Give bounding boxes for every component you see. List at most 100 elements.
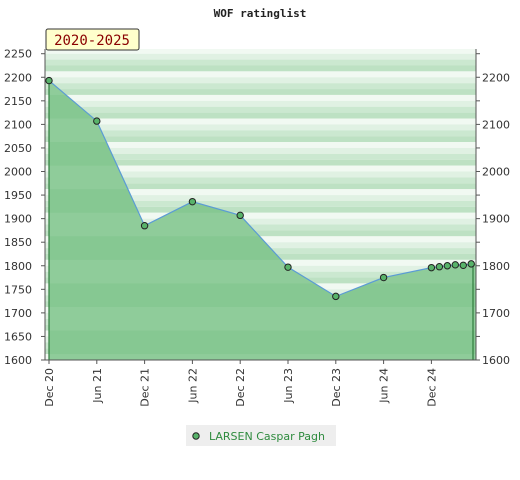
series-points [45, 76, 475, 301]
x-tick-label: Dec 24 [425, 368, 438, 407]
area-stripe [49, 289, 476, 296]
area-stripe [49, 253, 476, 260]
x-tick-label: Dec 20 [43, 368, 56, 407]
background-band [45, 89, 476, 95]
data-point[interactable] [45, 76, 53, 85]
y-right-tick-label: 2200 [482, 71, 510, 84]
area-stripe [49, 348, 476, 355]
y-left-tick-label: 1800 [4, 260, 32, 273]
data-point[interactable] [284, 263, 292, 271]
background-band [45, 112, 476, 119]
background-band [45, 94, 476, 101]
area-stripe [49, 248, 476, 254]
data-point[interactable] [236, 211, 244, 220]
legend[interactable]: LARSEN Caspar Pagh [186, 425, 336, 446]
data-point[interactable] [188, 197, 197, 206]
background-band [45, 147, 476, 154]
y-left-tick-label: 1750 [4, 283, 32, 296]
legend-marker [192, 432, 200, 440]
y-right-tick-label: 1600 [482, 354, 510, 367]
background-band [45, 65, 476, 72]
data-point[interactable] [459, 261, 467, 269]
x-tick-label: Dec 23 [330, 368, 343, 407]
x-tick-label: Dec 22 [234, 368, 247, 407]
background-band [45, 130, 476, 137]
x-tick-label: Jun 24 [378, 368, 391, 404]
data-point[interactable] [379, 273, 388, 282]
background-band [45, 224, 476, 231]
area-stripe [49, 336, 476, 343]
data-point[interactable] [332, 292, 340, 301]
data-point[interactable] [435, 263, 444, 271]
period-badge-label: 2020-2025 [54, 33, 130, 49]
background-band [45, 212, 476, 219]
background-band [45, 230, 476, 237]
data-point[interactable] [140, 222, 149, 230]
background-band [45, 177, 476, 184]
y-left-tick-label: 2100 [4, 118, 32, 131]
y-right-tick-label: 2000 [482, 166, 510, 179]
period-badge: 2020-2025 [45, 28, 140, 51]
y-right-tick-label: 1800 [482, 260, 510, 273]
background-band [45, 189, 476, 196]
background-band [45, 83, 476, 90]
data-point[interactable] [467, 260, 475, 268]
y-left-tick-label: 2250 [4, 48, 32, 61]
area-stripe [49, 295, 476, 302]
background-band [45, 195, 476, 201]
y-left-tick-label: 1850 [4, 236, 32, 249]
period-badge-box [45, 28, 140, 51]
y-left-tick-label: 1700 [4, 307, 32, 320]
y-right-tick-label: 2100 [482, 118, 510, 131]
y-left-tick-label: 1650 [4, 330, 32, 343]
background-band [45, 106, 476, 113]
y-axis-left: 1600 1650 1700 1750 1800 1850 1900 1950 2000 2050… [4, 48, 45, 367]
y-left-tick-label: 1600 [4, 354, 32, 367]
data-point[interactable] [427, 263, 436, 272]
y-right-tick-label: 1900 [482, 213, 510, 226]
background-band [45, 100, 476, 107]
background-band [45, 171, 476, 178]
area-stripe [49, 283, 476, 290]
area-stripe [49, 301, 476, 307]
background-band [45, 200, 476, 207]
y-right-tick-label: 1700 [482, 307, 510, 320]
background-band [45, 153, 476, 160]
area-stripe [49, 342, 476, 349]
chart-title: WOF ratinglist [214, 7, 307, 20]
background-band [45, 165, 476, 172]
y-left-tick-label: 2000 [4, 166, 32, 179]
x-tick-label: Jun 23 [282, 368, 295, 404]
data-point[interactable] [93, 117, 101, 125]
y-left-tick-label: 2200 [4, 71, 32, 84]
x-axis: Dec 20 Jun 21 Dec 21 Jun 22 Dec 22 Jun 23 Dec … [43, 360, 438, 407]
data-point[interactable] [443, 262, 452, 270]
area-stripe [49, 330, 476, 337]
y-left-tick-label: 2050 [4, 142, 32, 155]
x-tick-label: Dec 21 [139, 368, 152, 407]
y-axis-right: 1600 1700 1800 1900 2000 2100 2200 [476, 53, 510, 367]
legend-box [186, 425, 336, 446]
data-point[interactable] [451, 261, 459, 269]
legend-series-name: LARSEN Caspar Pagh [209, 430, 325, 443]
background-band [45, 183, 476, 190]
background-band [45, 53, 476, 60]
y-left-tick-label: 2150 [4, 95, 32, 108]
background-band [45, 118, 476, 125]
background-band [45, 71, 476, 78]
background-band [45, 142, 476, 148]
background-band [45, 206, 476, 213]
y-left-tick-label: 1950 [4, 189, 32, 202]
background-band [45, 49, 476, 54]
area-stripe [49, 242, 476, 249]
background-band [45, 218, 476, 225]
background-band [45, 124, 476, 131]
x-tick-label: Jun 21 [91, 368, 104, 404]
background-band [45, 59, 476, 66]
background-band [45, 159, 476, 166]
background-band [45, 77, 476, 84]
background-band [45, 136, 476, 143]
y-left-tick-label: 1900 [4, 213, 32, 226]
x-tick-label: Jun 22 [186, 368, 199, 404]
